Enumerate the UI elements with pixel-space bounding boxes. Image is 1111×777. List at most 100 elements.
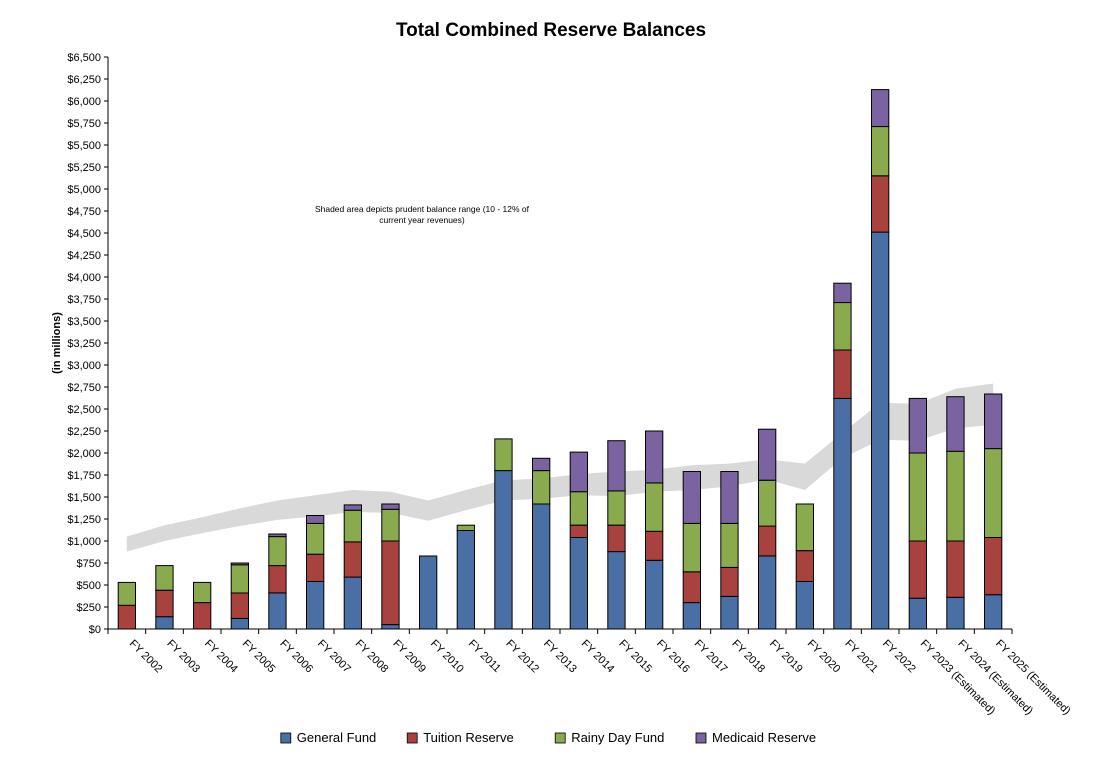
y-tick-label: $1,250 — [67, 514, 101, 526]
bar-rainy-day-fund — [946, 450, 965, 542]
x-tick-label: FY 2004 — [202, 638, 240, 676]
y-tick-label: $4,250 — [67, 250, 101, 262]
bar-tuition-reserve — [795, 550, 815, 583]
x-tick-label: FY 2008 — [353, 638, 391, 676]
bar-general-fund — [682, 602, 702, 630]
legend-label: General Fund — [297, 730, 377, 745]
y-tick-label: $6,500 — [67, 52, 101, 64]
x-tick-label: FY 2022 — [880, 638, 918, 676]
plot-area: $0 $250 $500 $750 $1,000 $1,250 $1,500 $1,750 $2… — [67, 52, 1072, 717]
legend-label: Medicaid Reserve — [712, 730, 816, 745]
bar-general-fund — [720, 595, 739, 630]
x-tick-label: FY 2023 (Estimated) — [918, 638, 998, 718]
bar-rainy-day-fund — [682, 522, 702, 573]
x-tick-label: FY 2009 — [390, 638, 428, 676]
bar-general-fund — [494, 470, 513, 630]
x-tick-label: FY 2003 — [164, 638, 202, 676]
bar-rainy-day-fund — [908, 452, 928, 542]
y-tick-label: $3,250 — [67, 338, 101, 350]
y-tick-label: $1,500 — [67, 492, 101, 504]
y-tick-label: $5,750 — [67, 118, 101, 130]
x-tick-label: FY 2021 — [842, 638, 880, 676]
bar-medicaid-reserve — [758, 428, 777, 481]
bar-tuition-reserve — [607, 524, 626, 553]
y-tick-label: $6,250 — [67, 74, 101, 86]
bar-medicaid-reserve — [871, 89, 890, 128]
chart-title: Total Combined Reserve Balances — [396, 20, 706, 41]
bar-tuition-reserve — [117, 604, 136, 630]
bar-medicaid-reserve — [306, 515, 325, 524]
bar-medicaid-reserve — [946, 396, 965, 452]
legend-swatch — [695, 732, 707, 744]
bar-medicaid-reserve — [833, 282, 852, 304]
x-tick-label: FY 2014 — [579, 638, 617, 676]
bar-general-fund — [795, 581, 815, 630]
x-tick-label: FY 2016 — [654, 638, 692, 676]
x-tick-label: FY 2007 — [315, 638, 353, 676]
bar-tuition-reserve — [720, 566, 739, 597]
range-annotation-line-1: Shaded area depicts prudent balance rang… — [315, 204, 530, 214]
bar-general-fund — [381, 624, 400, 630]
bar-rainy-day-fund — [456, 524, 476, 532]
bar-rainy-day-fund — [494, 438, 513, 472]
bar-medicaid-reserve — [343, 504, 363, 511]
prudent-range-band — [126, 383, 994, 552]
x-tick-label: FY 2002 — [127, 638, 165, 676]
bar-tuition-reserve — [193, 602, 212, 630]
x-tick-label: FY 2018 — [729, 638, 767, 676]
x-tick-label: FY 2006 — [277, 638, 315, 676]
bar-general-fund — [306, 581, 325, 630]
x-tick-label: FY 2017 — [692, 638, 730, 676]
bar-rainy-day-fund — [230, 564, 249, 594]
bar-tuition-reserve — [908, 540, 928, 599]
x-tick-label: FY 2010 — [428, 638, 466, 676]
bar-tuition-reserve — [682, 571, 702, 604]
x-tick-label: FY 2015 — [616, 638, 654, 676]
bar-rainy-day-fund — [645, 482, 664, 532]
y-tick-label: $2,250 — [67, 426, 101, 438]
y-tick-label: $3,500 — [67, 316, 101, 328]
y-tick-label: $5,000 — [67, 184, 101, 196]
y-tick-label: $3,750 — [67, 294, 101, 306]
bar-medicaid-reserve — [569, 451, 589, 493]
bar-tuition-reserve — [569, 524, 589, 539]
bar-rainy-day-fund — [871, 126, 890, 177]
bar-tuition-reserve — [268, 565, 287, 594]
bar-general-fund — [343, 576, 363, 630]
bar-rainy-day-fund — [720, 522, 739, 568]
x-tick-label: FY 2013 — [541, 638, 579, 676]
bar-general-fund — [946, 596, 965, 630]
bar-general-fund — [419, 555, 438, 630]
bar-medicaid-reserve — [532, 457, 551, 472]
legend-swatch — [280, 732, 292, 744]
bar-rainy-day-fund — [343, 509, 363, 543]
y-tick-label: $2,500 — [67, 404, 101, 416]
bar-general-fund — [833, 397, 852, 630]
bar-rainy-day-fund — [569, 491, 589, 526]
bar-medicaid-reserve — [682, 471, 702, 524]
bar-tuition-reserve — [833, 349, 852, 399]
bar-rainy-day-fund — [155, 565, 174, 591]
bar-general-fund — [155, 616, 174, 630]
legend-label: Rainy Day Fund — [571, 730, 664, 745]
y-tick-label: $2,000 — [67, 448, 101, 460]
bar-medicaid-reserve — [645, 430, 664, 484]
bar-tuition-reserve — [381, 540, 400, 626]
bar-general-fund — [230, 617, 249, 630]
bar-tuition-reserve — [758, 525, 777, 557]
bar-tuition-reserve — [306, 553, 325, 583]
y-tick-label: $4,500 — [67, 228, 101, 240]
bar-medicaid-reserve — [908, 397, 928, 454]
bar-medicaid-reserve — [984, 393, 1003, 450]
range-annotation-line-2: current year revenues) — [379, 215, 465, 225]
bar-tuition-reserve — [155, 589, 174, 618]
x-tick-label: FY 2019 — [767, 638, 805, 676]
bar-tuition-reserve — [230, 592, 249, 619]
bar-tuition-reserve — [984, 537, 1003, 596]
bar-general-fund — [569, 537, 589, 630]
bar-medicaid-reserve — [607, 440, 626, 492]
y-tick-label: $0 — [89, 624, 101, 636]
bar-general-fund — [532, 503, 551, 630]
y-tick-label: $1,750 — [67, 470, 101, 482]
bar-rainy-day-fund — [268, 536, 287, 567]
